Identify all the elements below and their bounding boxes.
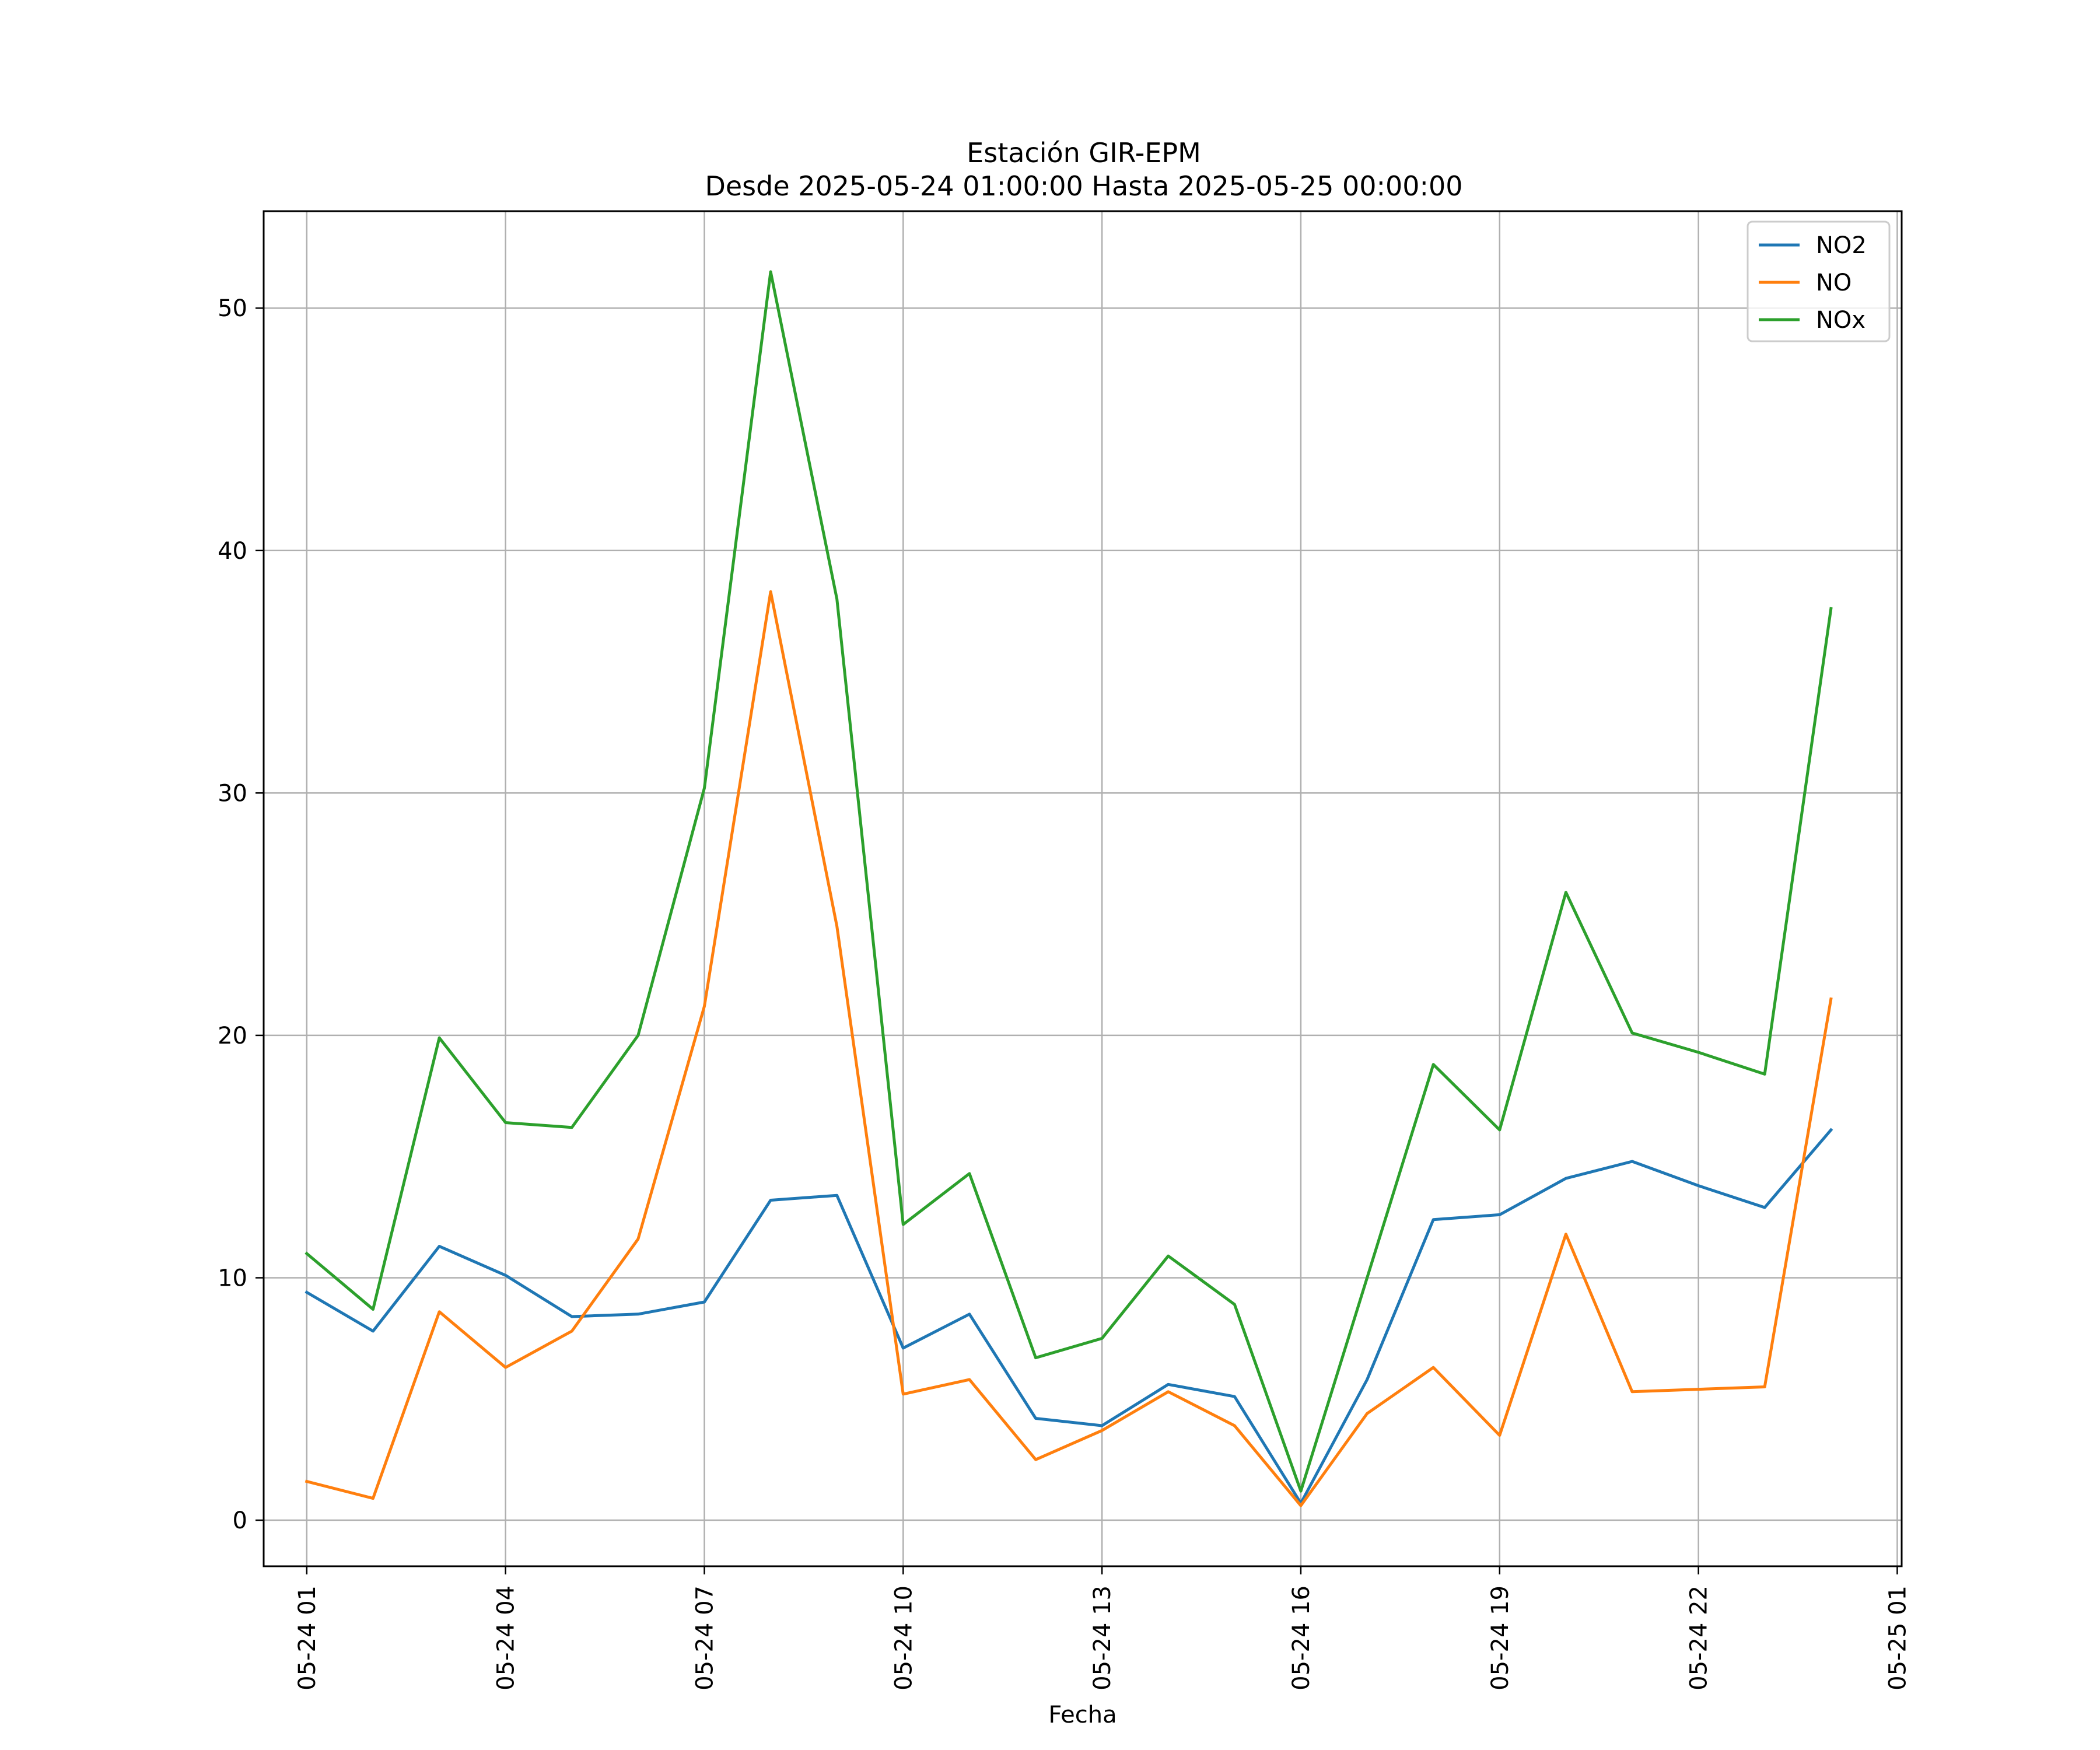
grid-lines <box>264 211 1902 1566</box>
x-tick-label: 05-24 22 <box>1686 1586 1713 1690</box>
series-lines <box>304 270 1833 1507</box>
x-axis-label: Fecha <box>1048 1702 1116 1728</box>
legend-label-no2: NO2 <box>1816 232 1867 259</box>
x-tick-label: 05-24 04 <box>493 1586 520 1690</box>
x-tick-label: 05-24 01 <box>294 1586 321 1690</box>
x-tick-label: 05-24 13 <box>1089 1586 1116 1690</box>
series-line-no2 <box>304 1128 1833 1505</box>
x-tick-label: 05-24 07 <box>691 1586 718 1690</box>
y-tick-label: 0 <box>233 1507 247 1534</box>
y-tick-label: 40 <box>218 538 247 565</box>
y-axis-ticks: 0 10 20 30 40 50 <box>218 295 264 1534</box>
series-line-no <box>304 590 1833 1507</box>
x-tick-label: 05-25 01 <box>1884 1586 1911 1690</box>
series-line-nox <box>304 270 1833 1493</box>
chart-title: Estación GIR-EPM <box>967 137 1201 169</box>
y-tick-label: 20 <box>218 1023 247 1049</box>
y-tick-label: 50 <box>218 295 247 322</box>
legend: NO2 NO NOx <box>1746 220 1891 342</box>
y-tick-label: 10 <box>218 1265 247 1292</box>
legend-label-nox: NOx <box>1816 307 1866 334</box>
x-axis-ticks: 05-24 01 05-24 04 05-24 07 05-24 10 05-24 13… <box>294 1566 1911 1690</box>
chart-subtitle: Desde 2025-05-24 01:00:00 Hasta 2025-05-… <box>705 170 1462 202</box>
x-tick-label: 05-24 10 <box>890 1586 917 1690</box>
plot-area-frame <box>262 210 1903 1567</box>
x-tick-label: 05-24 16 <box>1288 1586 1315 1690</box>
y-tick-label: 30 <box>218 780 247 807</box>
legend-box <box>1746 220 1891 342</box>
legend-label-no: NO <box>1816 270 1852 296</box>
x-tick-label: 05-24 19 <box>1487 1586 1514 1690</box>
